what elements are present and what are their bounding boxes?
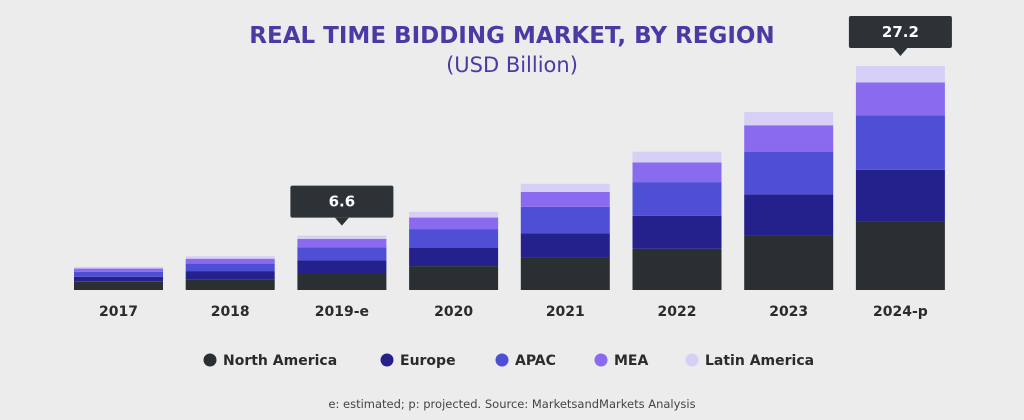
- callout-2024-p: 27.2: [848, 16, 952, 56]
- legend-label: North America: [223, 353, 337, 369]
- legend-swatch: [594, 353, 608, 367]
- legend: North America Europe APAC MEA Latin America: [203, 353, 814, 369]
- bar-2018-north-america: [185, 279, 275, 290]
- bar-2023-mea: [744, 125, 834, 152]
- callout-label: 6.6: [329, 193, 356, 211]
- x-tick-2022: 2022: [658, 304, 697, 320]
- bar-2022-mea: [632, 162, 722, 183]
- legend-swatch: [203, 353, 217, 367]
- bar-2019-e-apac: [297, 247, 387, 261]
- legend-item-north-america: North America: [203, 353, 337, 369]
- chart-title: REAL TIME BIDDING MARKET, BY REGION: [249, 23, 774, 49]
- legend-label: MEA: [614, 353, 648, 369]
- footnote: e: estimated; p: projected. Source: Mark…: [328, 397, 695, 411]
- bar-2021-europe: [520, 233, 610, 258]
- bar-2021-north-america: [520, 257, 610, 290]
- bar-2020-latin-america: [409, 211, 499, 218]
- bar-2017-apac: [74, 271, 163, 277]
- bar-2023-europe: [744, 194, 834, 236]
- legend-item-latin-america: Latin America: [685, 353, 814, 369]
- bar-2019-e-north-america: [297, 273, 387, 290]
- x-tick-2023: 2023: [769, 304, 808, 320]
- x-tick-2018: 2018: [211, 304, 250, 320]
- bar-2019-e-europe: [297, 260, 387, 274]
- x-tick-2017: 2017: [99, 304, 138, 320]
- callout-pointer: [334, 217, 349, 226]
- bar-2021-apac: [520, 206, 610, 234]
- callout-box: [848, 16, 952, 48]
- bar-2024-p-latin-america: [855, 66, 945, 83]
- bar-2021-latin-america: [520, 183, 610, 192]
- callout-box: [290, 185, 394, 218]
- bar-2019-e-mea: [297, 238, 387, 248]
- bar-2022-latin-america: [632, 151, 722, 163]
- legend-item-mea: MEA: [594, 353, 648, 369]
- bar-2024-p-apac: [855, 115, 945, 170]
- bar-2018-europe: [185, 271, 275, 280]
- bar-2023-latin-america: [744, 112, 834, 126]
- legend-label: Latin America: [705, 353, 814, 369]
- bar-2020-mea: [409, 217, 499, 229]
- bars-group: [74, 66, 945, 290]
- legend-item-europe: Europe: [380, 353, 456, 369]
- bar-2019-e-latin-america: [297, 235, 387, 239]
- x-axis-ticks: 2017 2018 2019-e 2020 2021 2022 2023 2024-p: [99, 304, 928, 320]
- callout-label: 27.2: [882, 23, 919, 41]
- x-tick-2024-p: 2024-p: [873, 304, 928, 320]
- legend-label: Europe: [400, 353, 456, 369]
- bar-2017-mea: [74, 268, 163, 272]
- bar-2017-europe: [74, 276, 163, 282]
- x-tick-2019-e: 2019-e: [315, 304, 369, 320]
- bar-2022-north-america: [632, 248, 722, 290]
- bar-2020-europe: [409, 248, 499, 267]
- bar-2022-europe: [632, 215, 722, 249]
- bar-2017-north-america: [74, 281, 163, 290]
- bar-2020-apac: [409, 229, 499, 248]
- bar-2022-apac: [632, 182, 722, 216]
- x-tick-2021: 2021: [546, 304, 585, 320]
- legend-item-apac: APAC: [495, 353, 556, 369]
- bar-2020-north-america: [409, 266, 499, 290]
- bar-2024-p-north-america: [855, 221, 945, 290]
- bar-2021-mea: [520, 192, 610, 207]
- legend-label: APAC: [515, 353, 556, 369]
- bar-2024-p-mea: [855, 82, 945, 116]
- bar-2018-mea: [185, 258, 275, 264]
- bar-2017-latin-america: [74, 266, 163, 269]
- legend-swatch: [495, 353, 509, 367]
- legend-swatch: [380, 353, 394, 367]
- bar-2024-p-europe: [855, 169, 945, 222]
- chart-subtitle: (USD Billion): [446, 53, 578, 77]
- bar-2018-apac: [185, 263, 275, 271]
- x-tick-2020: 2020: [434, 304, 473, 320]
- callout-2019-e: 6.6: [290, 185, 394, 226]
- callout-pointer: [893, 48, 908, 56]
- bar-2023-apac: [744, 151, 834, 195]
- callouts-group: 6.6 27.2: [290, 16, 952, 226]
- bar-2023-north-america: [744, 235, 834, 290]
- legend-swatch: [685, 353, 699, 367]
- bar-2018-latin-america: [185, 256, 275, 259]
